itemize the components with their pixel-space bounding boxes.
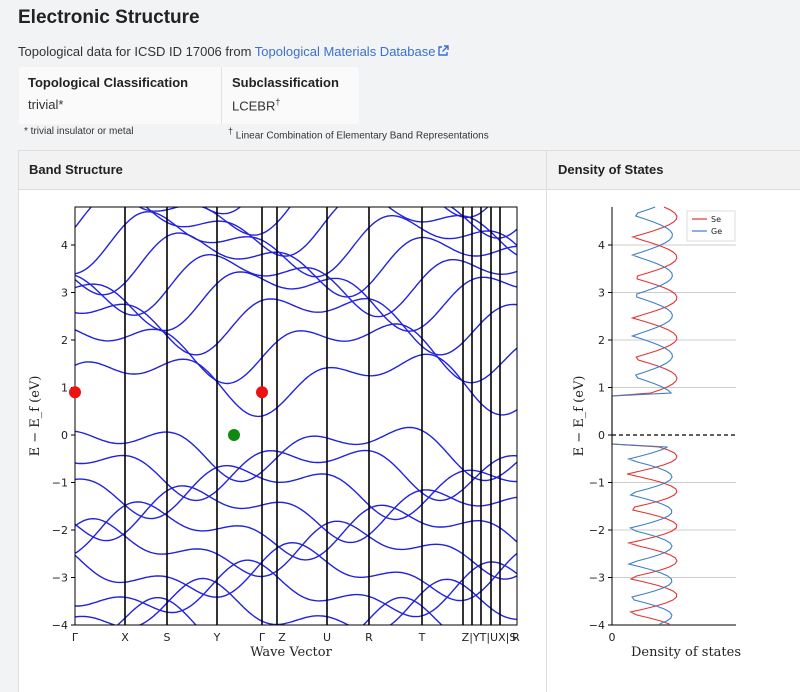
conduction-band-3 [75, 271, 517, 332]
valence-band-1 [75, 449, 517, 502]
y-axis-label: E − E_f (eV) [28, 376, 43, 457]
external-link-icon [438, 45, 450, 56]
y-tick-label: −1 [52, 477, 68, 490]
valence-band-0 [75, 426, 517, 483]
valence-band-3 [75, 485, 517, 544]
dos-legend: Se Ge [686, 210, 736, 242]
dos-y-tick-label: −3 [589, 572, 605, 585]
k-point-label: Z|YT|UX|S [462, 631, 517, 644]
valence-band-6 [75, 541, 517, 602]
subclass-header: Subclassification [232, 75, 339, 90]
classification-table: Topological Classification trivial* Subc… [19, 67, 359, 124]
dos-y-tick-label: −4 [589, 619, 605, 632]
y-tick-label: 3 [61, 287, 68, 300]
x-axis-label: Wave Vector [250, 645, 332, 660]
legend-box [686, 210, 736, 242]
y-tick-label: −2 [52, 524, 68, 537]
topo-class-value: trivial* [28, 97, 64, 112]
conduction-band-0 [75, 353, 517, 418]
k-point-label: U [323, 631, 331, 644]
y-tick-label: 4 [61, 239, 68, 252]
valence-band-8 [75, 577, 517, 625]
valence-band-7 [75, 559, 517, 618]
y-tick-label: −3 [52, 572, 68, 585]
legend-label: Ge [711, 227, 722, 236]
k-point-label: S [164, 631, 171, 644]
dos-x-axis-label: Density of states [631, 645, 741, 660]
lcebr-footnote: † Linear Combination of Elementary Band … [228, 126, 489, 142]
panel-header: Band Structure Density of States [19, 151, 800, 190]
conduction-band-5 [75, 232, 517, 298]
page-title: Electronic Structure [18, 7, 200, 28]
dos-chart: 4 3 2 1 0 −1 −2 −3 −4 0 Density of states E − E_f (… [572, 206, 741, 660]
k-point-label: Z [278, 631, 286, 644]
dos-curve-ge [611, 206, 673, 625]
conduction-band-4 [75, 254, 517, 318]
topo-prefix: Topological data for ICSD ID 17006 from [18, 44, 252, 59]
dos-x-tick-label: 0 [609, 631, 616, 644]
k-point-label: T [418, 631, 426, 644]
valence-band-9 [116, 596, 443, 625]
dos-y-tick-label: −1 [589, 477, 605, 490]
topological-db-link[interactable]: Topological Materials Database [255, 44, 450, 59]
valence-band-4 [75, 501, 517, 561]
electronic-structure-panel: Band Structure Density of States 4 3 2 1 0 −1… [18, 150, 800, 692]
y-tick-label: 1 [61, 382, 68, 395]
cbm-marker [69, 386, 81, 399]
dos-curve-se [611, 206, 678, 625]
band-structure-heading: Band Structure [29, 162, 123, 177]
k-point-label: Y [213, 631, 221, 644]
vbm-marker [228, 429, 240, 441]
dos-y-tick-label: −2 [589, 524, 605, 537]
y-tick-label: 2 [61, 334, 68, 347]
subclass-value: LCEBR† [232, 97, 281, 114]
topo-class-header: Topological Classification [28, 75, 189, 90]
legend-label: Se [711, 215, 721, 224]
conduction-band-7 [75, 207, 517, 257]
cbm-marker [256, 386, 268, 399]
k-point-label: R [365, 631, 373, 644]
dos-y-tick-label: 1 [598, 382, 605, 395]
dos-y-tick-label: 2 [598, 334, 605, 347]
k-point-label: R [512, 631, 520, 644]
k-point-label: X [121, 631, 129, 644]
valence-band-2 [75, 465, 517, 521]
dos-y-tick-label: 0 [598, 429, 605, 442]
conduction-band-1 [75, 323, 517, 385]
dos-heading: Density of States [558, 162, 664, 177]
k-point-label: Γ [72, 631, 79, 644]
trivial-footnote: * trivial insulator or metal [24, 126, 134, 137]
dos-y-tick-label: 3 [598, 287, 605, 300]
k-point-label: Γ [259, 631, 266, 644]
dos-y-axis-label: E − E_f (eV) [572, 376, 587, 457]
conduction-band-2 [75, 298, 517, 356]
conduction-band-6 [75, 211, 517, 278]
conduction-band-8 [137, 207, 517, 239]
y-tick-label: −4 [52, 619, 68, 632]
dos-y-tick-label: 4 [598, 239, 605, 252]
valence-band-5 [75, 517, 517, 580]
topological-data-line: Topological data for ICSD ID 17006 from … [18, 44, 450, 59]
y-tick-label: 0 [61, 429, 68, 442]
band-plot-frame [74, 206, 518, 626]
